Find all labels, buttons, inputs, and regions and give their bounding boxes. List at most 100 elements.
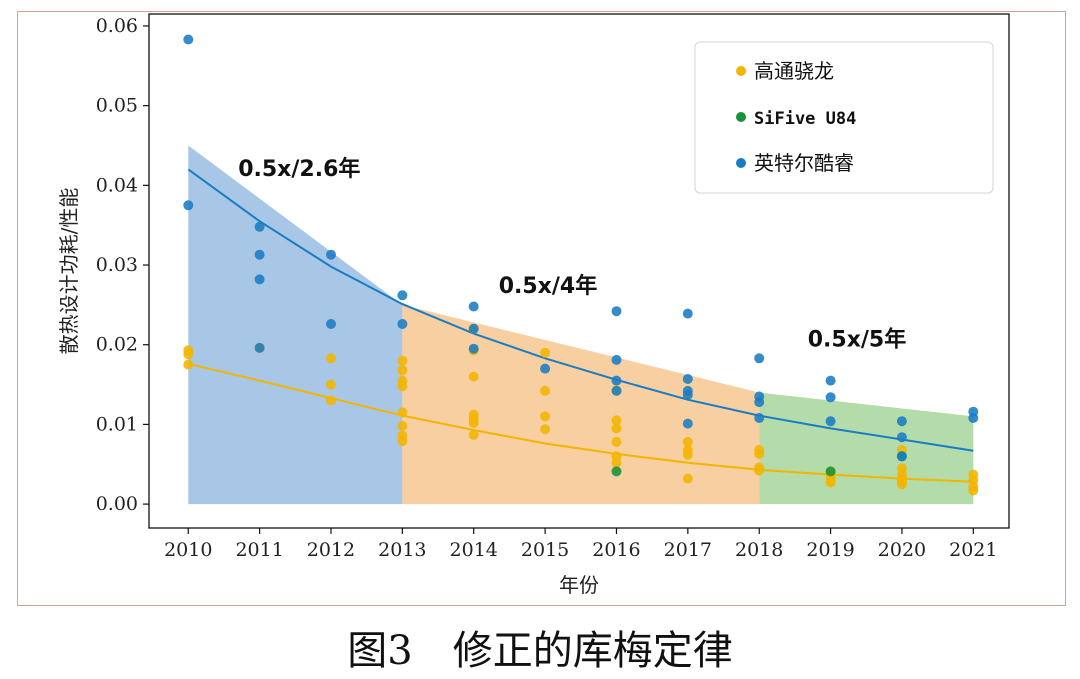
rate-label-3: 0.5x/5年: [808, 326, 907, 352]
data-point-s3-33: [896, 451, 907, 462]
data-point-s3-31: [896, 416, 907, 427]
x-axis-label: 年份: [559, 573, 599, 597]
data-point-s1-8: [397, 355, 408, 366]
data-point-s1-28: [611, 415, 622, 426]
data-point-s3-6: [254, 342, 265, 353]
legend-label-3: 英特尔酷睿: [754, 151, 854, 175]
data-point-s3-19: [682, 308, 693, 319]
data-point-s1-15: [397, 436, 408, 447]
y-tick-label-5: 0.05: [96, 95, 138, 117]
data-point-s3-7: [326, 249, 336, 260]
data-point-s1-18: [468, 371, 479, 382]
legend-label-1: 高通骁龙: [754, 59, 834, 83]
data-point-s1-12: [397, 407, 408, 418]
data-point-s1-26: [540, 424, 551, 435]
x-tick-label-2012: 2012: [307, 539, 355, 561]
x-tick-label-2014: 2014: [450, 539, 498, 561]
data-point-s1-38: [754, 448, 765, 459]
data-point-s1-30: [611, 436, 622, 447]
data-point-s3-4: [254, 249, 265, 260]
data-point-s3-17: [611, 375, 622, 386]
y-tick-label-2: 0.02: [96, 334, 138, 356]
rate-label-1: 0.5x/2.6年: [238, 156, 360, 182]
trend-lines: [187, 168, 974, 483]
data-point-s1-54: [968, 485, 979, 496]
data-point-s3-10: [397, 319, 408, 329]
trend-line-3: [187, 168, 974, 452]
data-point-s1-35: [682, 449, 693, 460]
data-point-s2-2: [825, 466, 836, 477]
data-point-s3-32: [896, 432, 907, 443]
data-point-s3-3: [254, 221, 265, 232]
data-point-s1-9: [397, 365, 408, 376]
y-tick-label-1: 0.01: [96, 413, 138, 435]
x-tick-label-2021: 2021: [949, 539, 997, 561]
data-point-s1-11: [397, 381, 408, 392]
data-point-s2-1: [611, 466, 622, 477]
data-point-s1-3: [183, 359, 194, 370]
shaded-regions: [188, 145, 974, 505]
data-point-s3-30: [825, 416, 836, 427]
x-tick-label-2011: 2011: [235, 539, 283, 561]
data-point-s1-5: [326, 353, 336, 364]
data-point-s1-44: [825, 477, 836, 488]
y-axis-ticks: 0.00 0.01 0.02 0.03 0.04 0.05 0.06: [96, 15, 149, 515]
rate-label-2: 0.5x/4年: [499, 273, 598, 299]
data-point-s3-13: [468, 343, 479, 354]
data-point-s3-15: [611, 306, 622, 317]
x-tick-label-2010: 2010: [164, 539, 212, 561]
rate-annotations: 0.5x/2.6年 0.5x/4年 0.5x/5年: [238, 156, 906, 353]
data-point-s3-27: [754, 413, 765, 423]
figure-caption: 图3 修正的库梅定律: [347, 628, 733, 674]
data-point-s3-1: [183, 34, 194, 45]
legend-label-2: SiFive U84: [754, 109, 856, 129]
x-tick-label-2013: 2013: [378, 539, 426, 561]
data-point-s3-12: [468, 323, 479, 334]
chart: 0.5x/2.6年 0.5x/4年 0.5x/5年 2010 2011 2012 2013…: [57, 13, 1010, 597]
legend-marker-2: [736, 112, 746, 122]
x-axis-ticks: 2010 2011 2012 2013 2014 2015 2016 2017 2018 2019…: [164, 528, 997, 561]
data-point-s3-18: [611, 385, 622, 396]
region-2: [402, 304, 760, 505]
region-1: [188, 145, 403, 505]
data-point-s3-23: [682, 418, 693, 429]
data-point-s1-21: [468, 417, 479, 428]
data-point-s3-29: [825, 392, 836, 403]
data-point-s1-32: [611, 457, 622, 468]
data-points: [183, 34, 979, 496]
data-point-s3-14: [540, 363, 551, 374]
trend-line-1: [188, 362, 974, 483]
data-point-s3-35: [968, 413, 979, 423]
data-point-s1-40: [754, 465, 765, 476]
legend-marker-3: [736, 158, 746, 168]
plot-area-border: [148, 13, 1010, 529]
data-point-s1-2: [183, 349, 194, 360]
y-axis-label: 散热设计功耗/性能: [57, 188, 81, 355]
x-tick-label-2015: 2015: [521, 539, 569, 561]
x-tick-label-2019: 2019: [806, 539, 854, 561]
data-point-s3-5: [254, 274, 265, 285]
data-point-s3-8: [326, 319, 336, 329]
x-tick-label-2017: 2017: [664, 539, 712, 561]
legend-marker-1: [736, 66, 746, 76]
data-point-s1-24: [540, 385, 551, 396]
data-point-s3-22: [682, 389, 693, 400]
data-point-s1-33: [682, 436, 693, 447]
y-tick-label-3: 0.03: [96, 254, 138, 276]
data-point-s3-26: [754, 397, 765, 408]
data-point-s3-9: [397, 290, 408, 301]
y-tick-label-6: 0.06: [96, 15, 138, 37]
x-tick-label-2018: 2018: [735, 539, 783, 561]
data-point-s1-22: [468, 429, 479, 440]
data-point-s3-24: [754, 353, 765, 364]
data-point-s3-28: [825, 375, 836, 386]
data-point-s1-6: [326, 379, 336, 390]
data-point-s1-29: [611, 423, 622, 434]
x-tick-label-2016: 2016: [592, 539, 640, 561]
legend: 高通骁龙 SiFive U84 英特尔酷睿: [694, 41, 994, 194]
data-point-s3-2: [183, 200, 194, 211]
data-point-s1-50: [896, 479, 907, 490]
x-tick-label-2020: 2020: [878, 539, 926, 561]
data-point-s3-16: [611, 354, 622, 365]
y-tick-label-0: 0.00: [96, 493, 138, 515]
